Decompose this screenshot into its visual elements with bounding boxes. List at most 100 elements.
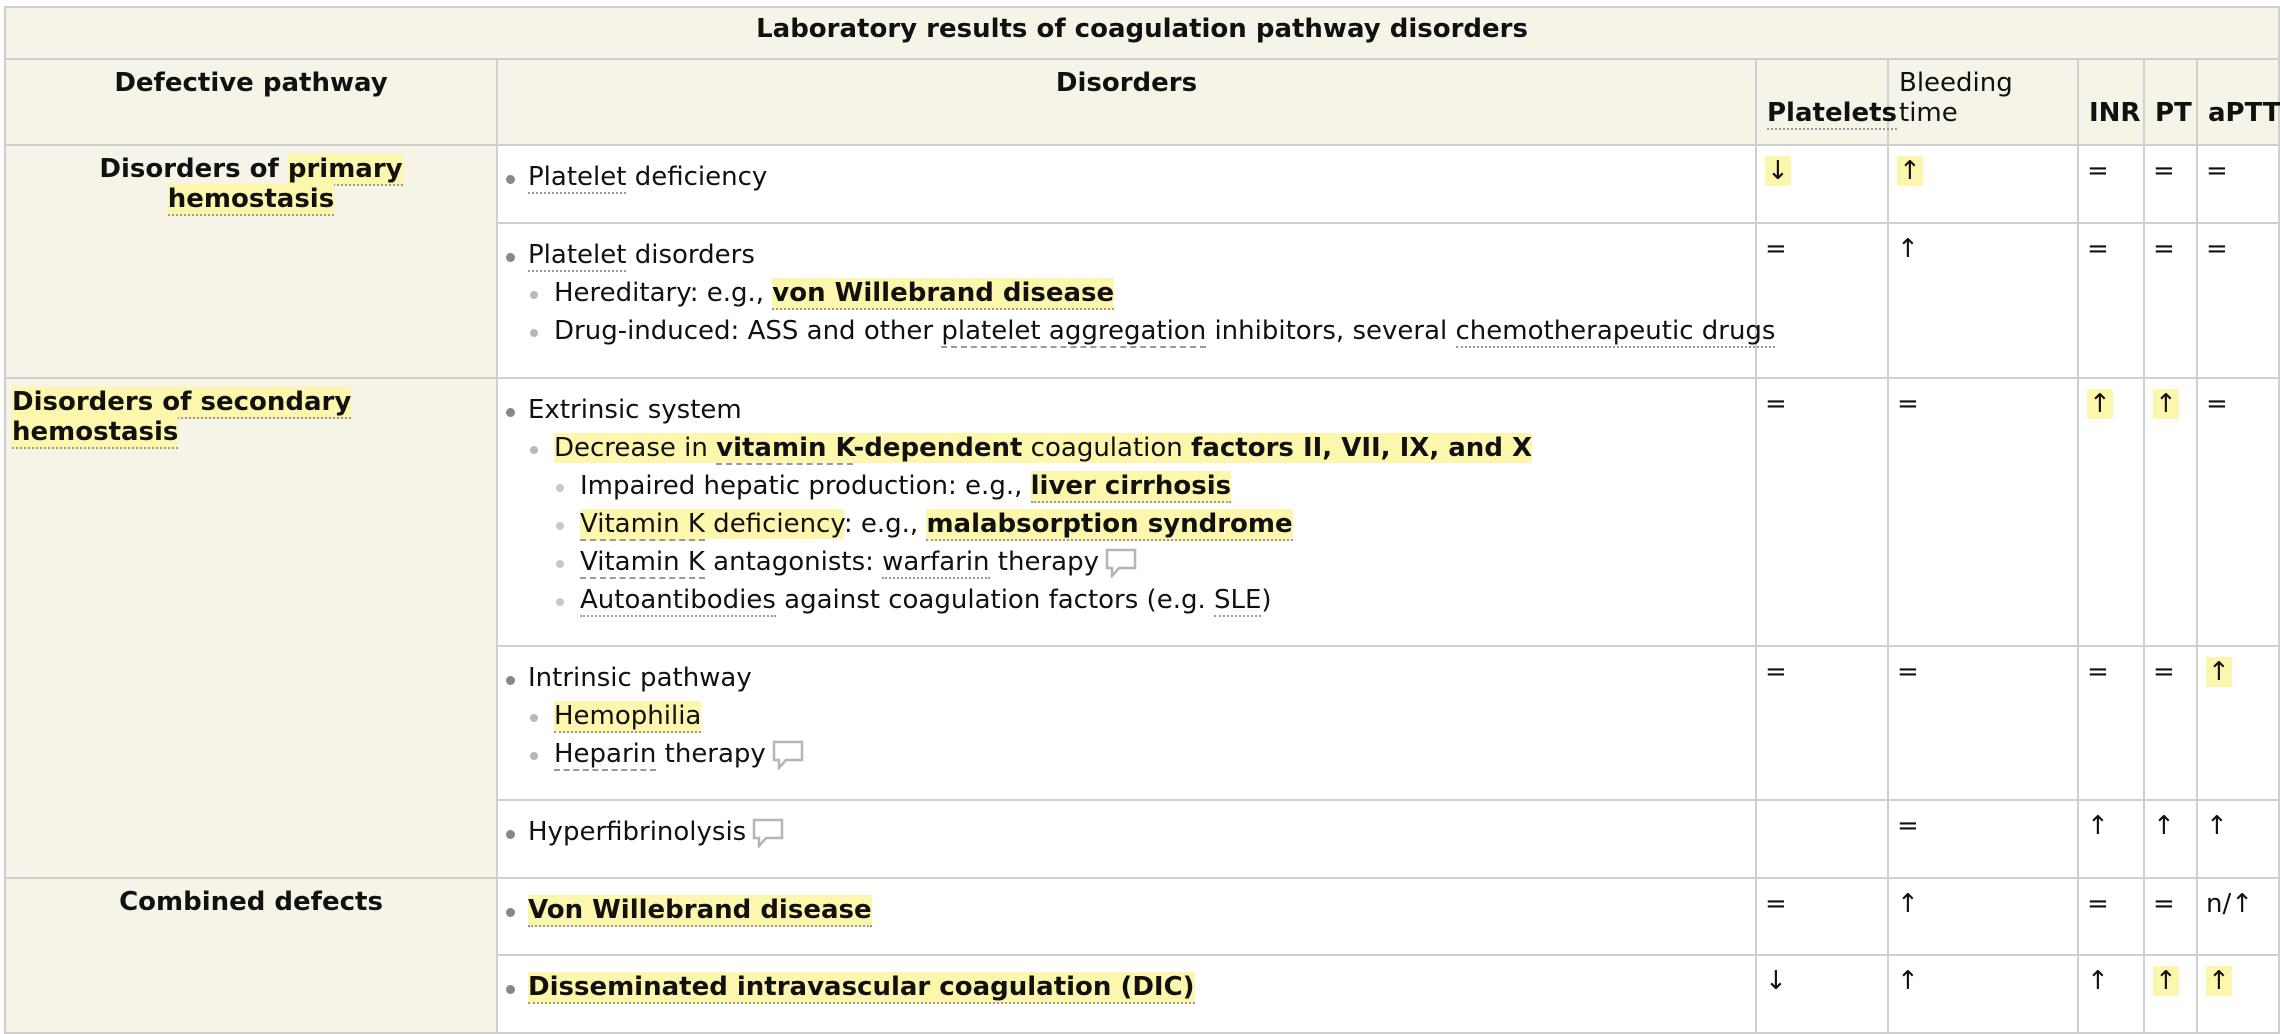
- value-platelets: [1755, 799, 1889, 879]
- header-disorders: Disorders: [496, 58, 1757, 146]
- value-aptt: ↑: [2195, 799, 2280, 879]
- list-item: Impaired hepatic production: e.g., liver…: [554, 467, 1745, 505]
- value-pt: ↑: [2143, 377, 2198, 647]
- value-bleeding-time: ↑: [1887, 954, 2079, 1034]
- value: ↑: [2153, 389, 2179, 419]
- link-von-willebrand-disease[interactable]: Von Willebrand disease: [528, 895, 872, 927]
- link-chemotherapeutic-drugs[interactable]: chemotherapeutic drugs: [1455, 316, 1776, 348]
- header-bleeding-time: Bleeding time: [1887, 58, 2079, 146]
- value: ↑: [1897, 156, 1923, 186]
- value-inr: ↑: [2077, 377, 2145, 647]
- value-aptt: =: [2195, 377, 2280, 647]
- header-defective-pathway: Defective pathway: [4, 58, 498, 146]
- value-inr: ↑: [2077, 799, 2145, 879]
- link-platelet[interactable]: Platelet: [528, 240, 627, 272]
- link-hemophilia[interactable]: Hemophilia: [554, 701, 702, 733]
- disorder-cell: Disseminated intravascular coagulation (…: [496, 954, 1757, 1034]
- link-sle[interactable]: SLE: [1214, 585, 1262, 617]
- value-platelets: =: [1755, 645, 1889, 801]
- text: coagulation: [1022, 433, 1192, 463]
- link-heparin[interactable]: Heparin: [554, 739, 657, 771]
- value-inr: =: [2077, 645, 2145, 801]
- header-platelets[interactable]: Platelets: [1755, 58, 1898, 146]
- value-bleeding-time: ↑: [1887, 877, 2079, 956]
- list-item: Platelet disorders Hereditary: e.g., von…: [504, 236, 1776, 350]
- disorder-cell: Platelet disorders Hereditary: e.g., von…: [496, 222, 1776, 379]
- header-pt: PT: [2143, 58, 2198, 146]
- value-aptt: n/↑: [2195, 877, 2280, 956]
- list-item: Heparin therapy: [528, 735, 1745, 773]
- text: deficiency: [704, 509, 844, 539]
- list-item: Vitamin K antagonists: warfarin therapy: [554, 543, 1745, 581]
- link-liver-cirrhosis[interactable]: liver cirrhosis: [1030, 471, 1232, 503]
- group-secondary-hemostasis: Disorders of secondary hemostasis: [4, 377, 498, 879]
- value: ↑: [2206, 966, 2232, 996]
- list-item: Hereditary: e.g., von Willebrand disease: [528, 274, 1745, 312]
- list-item: Von Willebrand disease: [504, 891, 1745, 929]
- header-platelets-label[interactable]: Platelets: [1767, 98, 1898, 130]
- list-item: Decrease in vitamin K-dependent coagulat…: [528, 429, 1745, 619]
- link-autoantibodies[interactable]: Autoantibodies: [580, 585, 776, 617]
- value: ↑: [2087, 389, 2113, 419]
- text: Hereditary: e.g.,: [554, 278, 773, 308]
- list-item: Extrinsic system Decrease in vitamin K-d…: [504, 391, 1745, 619]
- value-platelets: ↓: [1755, 144, 1889, 224]
- list-item: Platelet deficiency: [504, 158, 1745, 196]
- text: : e.g.,: [843, 509, 927, 539]
- disorder-cell: Extrinsic system Decrease in vitamin K-d…: [496, 377, 1757, 647]
- disorder-cell: Von Willebrand disease: [496, 877, 1757, 956]
- value: ↑: [2206, 657, 2232, 687]
- list-item: Drug-induced: ASS and other platelet agg…: [528, 312, 1776, 350]
- text: ): [1261, 585, 1272, 615]
- value-inr: =: [2077, 144, 2145, 224]
- value-pt: ↑: [2143, 954, 2198, 1034]
- value-inr: =: [2077, 877, 2145, 956]
- text: therapy: [656, 739, 766, 769]
- text: Intrinsic pathway: [528, 663, 752, 693]
- link-von-willebrand[interactable]: von Willebrand disease: [772, 278, 1115, 310]
- group-primary-prefix: Disorders of: [99, 154, 288, 184]
- list-item: Vitamin K deficiency: e.g., malabsorptio…: [554, 505, 1745, 543]
- link-warfarin[interactable]: warfarin: [882, 547, 990, 579]
- list-item: Hemophilia: [528, 697, 1745, 735]
- value-aptt: ↑: [2195, 954, 2280, 1034]
- disorder-cell: Platelet deficiency: [496, 144, 1757, 224]
- link-dic[interactable]: Disseminated intravascular coagulation (…: [528, 972, 1195, 1004]
- link-vitamin-k[interactable]: Vitamin K: [580, 509, 705, 541]
- value-bleeding-time: =: [1887, 377, 2079, 647]
- value-aptt: ↑: [2195, 645, 2280, 801]
- value: ↑: [2153, 966, 2179, 996]
- disorder-cell: Hyperfibrinolysis: [496, 799, 1757, 879]
- text: Extrinsic system: [528, 395, 742, 425]
- text: therapy: [989, 547, 1099, 577]
- value-aptt: =: [2195, 144, 2280, 224]
- list-item: Autoantibodies against coagulation facto…: [554, 581, 1745, 619]
- text: inhibitors, several: [1206, 316, 1456, 346]
- value-aptt: =: [2195, 222, 2280, 379]
- text: Drug-induced: ASS and other: [554, 316, 942, 346]
- link-vitamin-k[interactable]: Vitamin K: [580, 547, 705, 579]
- value-pt: ↑: [2143, 799, 2198, 879]
- coagulation-results-table: Laboratory results of coagulation pathwa…: [3, 6, 2280, 1034]
- value-pt: =: [2143, 645, 2198, 801]
- list-item: Hyperfibrinolysis: [504, 813, 1745, 851]
- comment-bubble-icon[interactable]: [752, 818, 784, 848]
- link-vitamin-k[interactable]: vitamin K: [716, 433, 854, 465]
- list-item: Intrinsic pathway Hemophilia Heparin the…: [504, 659, 1745, 773]
- value-platelets: =: [1755, 222, 1889, 379]
- disorder-cell: Intrinsic pathway Hemophilia Heparin the…: [496, 645, 1757, 801]
- comment-bubble-icon[interactable]: [1105, 548, 1137, 578]
- link-platelet-aggregation[interactable]: platelet aggregation: [941, 316, 1207, 348]
- group-primary-hemostasis: Disorders of primary hemostasis: [4, 144, 498, 379]
- text: Impaired hepatic production: e.g.,: [580, 471, 1031, 501]
- link-malabsorption-syndrome[interactable]: malabsorption syndrome: [926, 509, 1293, 541]
- comment-bubble-icon[interactable]: [772, 740, 804, 770]
- list-item: Disseminated intravascular coagulation (…: [504, 968, 1745, 1006]
- group-secondary-label[interactable]: Disorders of secondary hemostasis: [12, 387, 352, 449]
- link-platelet[interactable]: Platelet: [528, 162, 627, 194]
- value-platelets: =: [1755, 377, 1889, 647]
- text: against coagulation factors (e.g.: [775, 585, 1214, 615]
- value-pt: =: [2143, 222, 2198, 379]
- value-bleeding-time: ↑: [1887, 144, 2079, 224]
- value-inr: =: [2077, 222, 2145, 379]
